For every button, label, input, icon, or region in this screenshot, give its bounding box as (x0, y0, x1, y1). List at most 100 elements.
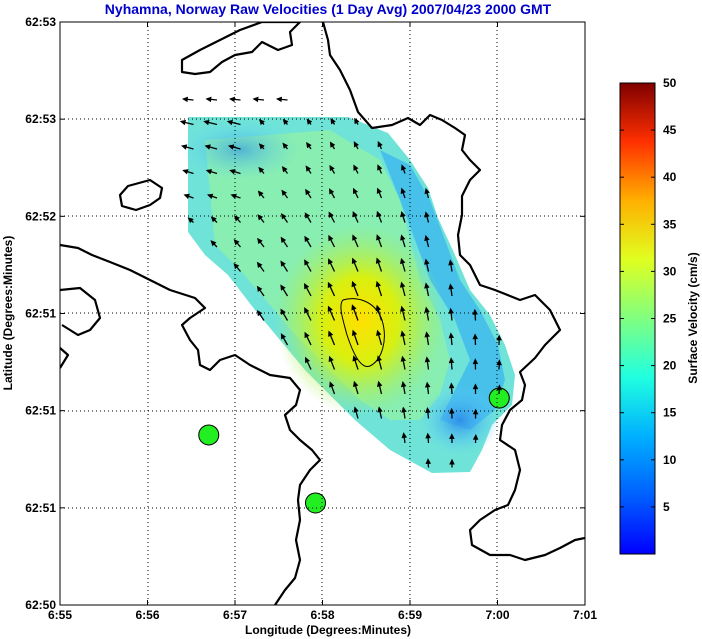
velocity-arrow-head (496, 334, 502, 341)
velocity-arrow-head (206, 193, 214, 200)
velocity-arrow-head (256, 285, 263, 293)
velocity-arrow-head (181, 144, 188, 150)
velocity-arrow-head (424, 381, 431, 388)
x-tick-label: 7:00 (485, 608, 509, 622)
velocity-arrow-head (328, 330, 334, 337)
velocity-arrow-head (328, 211, 334, 218)
velocity-arrow-head (399, 281, 406, 288)
velocity-arrow-head (375, 304, 382, 312)
x-tick-label: 6:59 (398, 608, 422, 622)
colorbar-tick-label: 30 (663, 264, 677, 278)
velocity-arrow-head (280, 284, 286, 291)
velocity-arrow-head (328, 355, 334, 363)
velocity-arrow-head (401, 432, 408, 439)
velocity-arrow-head (352, 380, 359, 388)
velocity-arrow-head (424, 258, 430, 265)
velocity-arrow-head (203, 119, 210, 126)
velocity-arrow-head (352, 211, 358, 218)
velocity-arrow-head (376, 234, 382, 241)
velocity-arrow-head (376, 187, 382, 194)
velocity-arrow-head (233, 215, 240, 222)
velocity-arrow-head (400, 257, 406, 265)
velocity-arrow-head (281, 189, 288, 196)
velocity-arrow-head (375, 257, 382, 264)
x-axis-label: Longitude (Degrees:Minutes) (245, 623, 411, 637)
velocity-arrow-head (400, 234, 406, 241)
velocity-arrow-head (187, 217, 194, 224)
velocity-arrows (179, 96, 502, 468)
colorbar-ticks: 5 10 15 20 25 30 35 40 45 50 (620, 76, 677, 514)
velocity-arrow-head (257, 190, 264, 197)
velocity-arrow-head (204, 144, 211, 150)
velocity-arrow-head (210, 216, 217, 223)
velocity-arrow-head (424, 331, 430, 338)
velocity-arrow-head (353, 164, 359, 171)
velocity-arrow-head (256, 261, 263, 268)
y-tick-label: 62:52 (25, 209, 56, 223)
velocity-arrow-head (472, 408, 479, 415)
plot-layer (60, 22, 585, 605)
x-tick-label: 6:56 (135, 608, 159, 622)
y-tick-label: 62:51 (25, 501, 56, 515)
velocity-arrow-head (179, 119, 187, 126)
velocity-arrow-head (352, 355, 358, 362)
colorbar-label: Surface Velocity (cm/s) (686, 252, 700, 383)
velocity-arrow-head (352, 234, 358, 241)
max-velocity-contour (340, 298, 385, 367)
velocity-arrow-head (182, 169, 189, 175)
velocity-arrow-head (448, 382, 455, 389)
velocity-arrow-head (472, 383, 479, 390)
velocity-arrow-head (376, 329, 382, 337)
velocity-arrow-head (424, 306, 430, 313)
colorbar-tick-label: 50 (663, 76, 677, 90)
velocity-arrow-head (449, 433, 455, 439)
colorbar-tick-label: 5 (663, 500, 670, 514)
velocity-arrow-head (304, 259, 310, 266)
station-marker (198, 424, 220, 446)
chart-title: Nyhamna, Norway Raw Velocities (1 Day Av… (105, 1, 552, 17)
velocity-arrow-head (377, 164, 383, 171)
velocity-arrow-head (400, 164, 407, 171)
velocity-arrow-head (449, 458, 455, 465)
velocity-arrow-head (424, 356, 431, 363)
colorbar (619, 82, 656, 555)
velocity-arrow-head (305, 188, 311, 196)
velocity-arrow-head (472, 308, 478, 315)
velocity-arrow-head (448, 332, 455, 339)
velocity-arrow-head (226, 119, 234, 126)
colorbar-tick-label: 45 (663, 123, 677, 137)
velocity-arrow-head (306, 141, 312, 149)
velocity-arrow-head (280, 333, 287, 340)
velocity-arrow-head (182, 96, 189, 103)
y-axis-ticks: 62:50 62:51 62:51 62:51 62:52 62:53 62:53 (25, 15, 585, 612)
velocity-arrow-head (400, 210, 406, 218)
velocity-field-lowspot (420, 385, 500, 455)
velocity-arrow-head (276, 96, 283, 103)
velocity-arrow-head (252, 96, 259, 103)
x-tick-label: 6:55 (48, 608, 72, 622)
velocity-field-blue-band (380, 150, 505, 430)
velocity-arrow-head (351, 280, 357, 288)
velocity-arrow-head (330, 118, 336, 125)
velocity-arrow-head (424, 211, 430, 218)
velocity-arrow-head (400, 330, 406, 337)
x-tick-label: 7:01 (573, 608, 597, 622)
velocity-arrow-head (304, 235, 310, 243)
velocity-arrow-head (353, 141, 359, 148)
velocity-arrow-head (305, 165, 312, 172)
velocity-arrow-head (400, 187, 406, 194)
velocity-arrow-head (376, 210, 382, 218)
velocity-arrow-head (351, 257, 357, 264)
velocity-arrow-head (257, 237, 263, 245)
velocity-arrow-head (376, 355, 382, 362)
velocity-arrow-head (228, 144, 235, 150)
velocity-arrow-head (496, 359, 502, 366)
coastline (60, 22, 585, 605)
velocity-arrow-head (425, 458, 432, 465)
velocity-arrow-head (282, 142, 289, 149)
velocity-arrow-head (354, 117, 360, 125)
velocity-arrow-head (472, 433, 479, 440)
colorbar-tick-label: 20 (663, 359, 677, 373)
velocity-arrow-head (258, 143, 265, 150)
